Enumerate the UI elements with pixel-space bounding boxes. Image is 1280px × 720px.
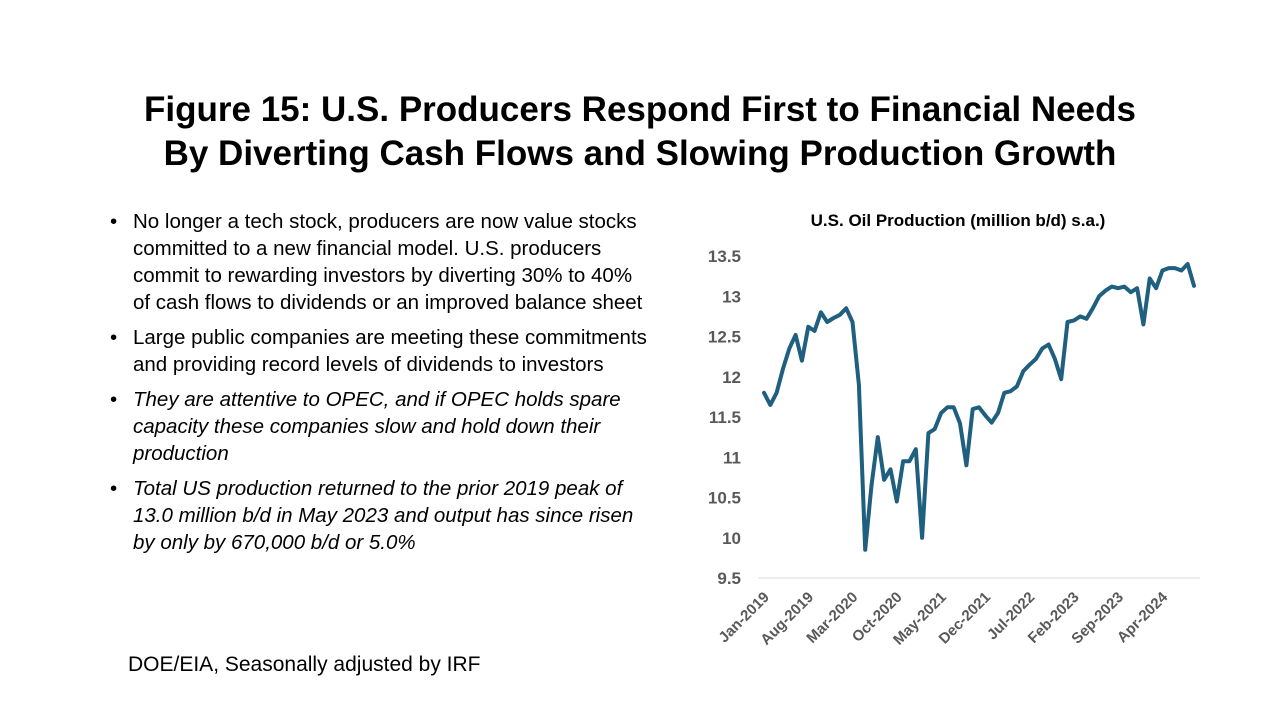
bullet-item: Total US production returned to the prio… (108, 475, 648, 556)
data-point (1078, 314, 1082, 318)
bullet-item: Large public companies are meeting these… (108, 324, 648, 378)
data-point (1148, 277, 1152, 280)
data-point (964, 463, 968, 467)
data-point (1167, 266, 1171, 270)
data-point (920, 536, 924, 540)
bullet-text: Large public companies are meeting these… (133, 326, 647, 376)
data-point (939, 411, 943, 415)
data-point (1028, 363, 1032, 367)
data-point (832, 316, 836, 320)
data-point (1192, 284, 1196, 288)
data-point (1009, 389, 1013, 393)
chart-title: U.S. Oil Production (million b/d) s.a.) (811, 211, 1106, 230)
data-point (844, 306, 848, 310)
data-point (819, 310, 823, 314)
bullet-list: No longer a tech stock, producers are no… (108, 208, 648, 564)
data-point (781, 367, 785, 371)
data-point (1015, 384, 1019, 388)
y-tick-label: 13 (722, 287, 741, 306)
data-point (1129, 290, 1133, 294)
y-tick-label: 13.5 (708, 247, 741, 266)
data-point (1053, 357, 1057, 361)
data-point (1085, 317, 1088, 321)
data-point (863, 548, 867, 552)
y-tick-label: 12.5 (708, 328, 741, 347)
data-point (1021, 369, 1025, 373)
data-point (1066, 320, 1069, 324)
bullet-item: No longer a tech stock, producers are no… (108, 208, 648, 316)
data-point (895, 500, 899, 503)
data-point (870, 483, 873, 487)
data-point (813, 329, 817, 333)
y-tick-label: 9.5 (717, 569, 741, 588)
data-point (1160, 269, 1164, 272)
data-point (1173, 266, 1177, 270)
data-point (926, 431, 930, 435)
data-point (800, 359, 804, 363)
slide-title-line-2: By Diverting Cash Flows and Slowing Prod… (163, 134, 1117, 173)
data-point (1141, 322, 1145, 326)
data-point (857, 383, 861, 387)
data-point (1135, 286, 1139, 290)
data-point (1047, 343, 1051, 346)
slide-title-line-1: Figure 15: U.S. Producers Respond First … (144, 90, 1136, 129)
source-note: DOE/EIA, Seasonally adjusted by IRF (128, 653, 481, 676)
data-point (1186, 262, 1190, 266)
x-axis: Jan-2019Aug-2019Mar-2020Oct-2020May-2021… (715, 588, 1171, 648)
data-point (851, 320, 854, 324)
data-point (958, 421, 962, 425)
y-tick-label: 12 (722, 368, 741, 387)
data-point (907, 459, 911, 463)
data-point (914, 447, 918, 451)
data-point (838, 313, 842, 317)
data-point (977, 405, 981, 409)
y-tick-label: 11.5 (709, 408, 741, 427)
data-point (876, 435, 880, 439)
data-point (996, 411, 1000, 415)
data-point (945, 405, 949, 409)
bullet-item: They are attentive to OPEC, and if OPEC … (108, 386, 648, 467)
data-point (1122, 285, 1126, 289)
data-point (933, 427, 937, 431)
data-point (1034, 357, 1038, 361)
data-point (775, 391, 779, 395)
data-point (983, 413, 987, 417)
data-point (1091, 306, 1095, 310)
data-point (901, 459, 905, 463)
y-axis: 9.5 10 10.5 11 11.5 12 12.5 13 13.5 (708, 247, 741, 588)
data-point (1154, 286, 1158, 290)
bullet-text: Total US production returned to the prio… (133, 477, 634, 554)
y-tick-label: 10.5 (708, 489, 741, 508)
data-point (825, 320, 829, 324)
data-point (1179, 269, 1183, 272)
data-point (768, 403, 772, 407)
data-point (1072, 318, 1076, 322)
data-point (952, 405, 956, 409)
data-point (1002, 391, 1006, 395)
data-point (1110, 285, 1114, 289)
data-points (762, 262, 1196, 552)
data-point (1104, 289, 1107, 293)
data-point (971, 407, 975, 411)
bullet-text: No longer a tech stock, producers are no… (133, 210, 643, 314)
data-point (762, 391, 766, 395)
y-tick-label: 11 (723, 448, 741, 467)
data-point (794, 333, 798, 337)
data-point (787, 347, 791, 351)
y-tick-label: 10 (722, 529, 741, 548)
data-point (889, 467, 892, 471)
data-point (806, 325, 810, 329)
data-point (882, 478, 886, 482)
data-point (1059, 377, 1063, 381)
data-point (1040, 347, 1044, 351)
oil-production-chart: U.S. Oil Production (million b/d) s.a.) … (708, 211, 1200, 649)
data-point (990, 421, 994, 425)
bullet-text: They are attentive to OPEC, and if OPEC … (133, 388, 621, 465)
data-point (1097, 294, 1101, 298)
data-point (1116, 286, 1120, 290)
slide-title: Figure 15: U.S. Producers Respond First … (40, 88, 1240, 176)
